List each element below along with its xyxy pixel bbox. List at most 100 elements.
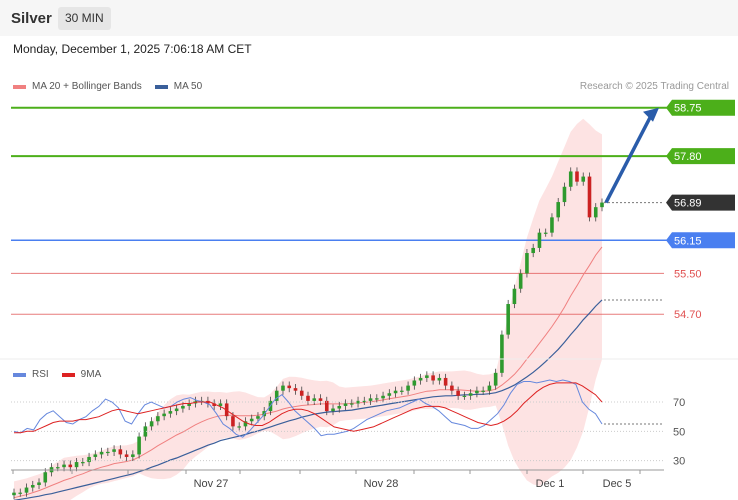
candle-body bbox=[118, 449, 123, 455]
legend-rsi-swatch bbox=[13, 372, 26, 377]
candle-body bbox=[274, 390, 279, 401]
candle-body bbox=[12, 492, 16, 496]
candle-body bbox=[393, 390, 398, 394]
candle-body bbox=[400, 390, 404, 392]
candle-body bbox=[412, 380, 417, 386]
candle-body bbox=[299, 390, 304, 396]
candle-body bbox=[156, 416, 160, 422]
candle-body bbox=[506, 304, 510, 335]
legend-9ma: 9MA bbox=[61, 369, 102, 380]
candle-body bbox=[593, 207, 598, 218]
candle-body bbox=[106, 451, 110, 454]
candle-body bbox=[174, 408, 179, 412]
candle-body bbox=[312, 398, 317, 401]
candle-body bbox=[37, 482, 41, 485]
level-label-56.89: 56.89 bbox=[674, 198, 702, 210]
candle-body bbox=[531, 247, 535, 254]
time-axis: Nov 27 Nov 28 Dec 1 Dec 5 bbox=[11, 469, 664, 490]
candle-body bbox=[543, 232, 548, 234]
candle-body bbox=[162, 413, 166, 417]
x-tick-dec-5: Dec 5 bbox=[603, 478, 632, 490]
ma50-line bbox=[13, 299, 603, 500]
candle-body bbox=[550, 217, 554, 233]
candle-body bbox=[43, 472, 48, 483]
level-tag-56.89 bbox=[666, 194, 735, 211]
candle-body bbox=[481, 390, 485, 392]
x-tick-nov-28: Nov 28 bbox=[364, 478, 399, 490]
legend-rsi-label: RSI bbox=[32, 369, 49, 380]
candle-body bbox=[281, 385, 285, 391]
bollinger-band bbox=[14, 118, 602, 500]
candle-body bbox=[287, 385, 292, 389]
legend-rsi: RSI bbox=[13, 369, 49, 380]
candle-body bbox=[587, 176, 592, 218]
candle-body bbox=[137, 436, 141, 455]
candle-body bbox=[331, 408, 335, 412]
level-label-58.75: 58.75 bbox=[674, 103, 702, 115]
candle-body bbox=[493, 372, 498, 386]
candle-body bbox=[243, 421, 248, 427]
forecast-arrow-shaft bbox=[604, 112, 654, 204]
candle-body bbox=[18, 492, 23, 494]
candle-body bbox=[362, 400, 367, 403]
candle-body bbox=[81, 462, 85, 464]
candle-body bbox=[231, 416, 235, 427]
candle-body bbox=[249, 418, 254, 422]
legend-ma20-label: MA 20 + Bollinger Bands bbox=[32, 81, 142, 92]
candle-body bbox=[431, 375, 435, 381]
candle-body bbox=[475, 390, 479, 394]
candle-body bbox=[99, 451, 104, 455]
candle-body bbox=[149, 421, 154, 427]
legend-ma50-swatch bbox=[154, 84, 168, 89]
candle-body bbox=[131, 454, 135, 457]
x-tick-nov-27: Nov 27 bbox=[194, 478, 229, 490]
candle-body bbox=[62, 464, 66, 468]
candle-body bbox=[237, 426, 241, 428]
candle-body bbox=[600, 202, 604, 208]
level-tag-58.75 bbox=[666, 99, 735, 116]
candle-body bbox=[425, 375, 429, 378]
interval-button[interactable]: 30 MIN bbox=[58, 7, 111, 30]
candle-body bbox=[349, 403, 354, 405]
candle-body bbox=[456, 390, 460, 396]
candle-body bbox=[256, 416, 260, 419]
level-tag-57.80 bbox=[666, 148, 735, 165]
candle-body bbox=[450, 385, 454, 391]
rsi-ma-line bbox=[14, 382, 603, 434]
candle-body bbox=[487, 385, 492, 391]
rsi-tick-30: 30 bbox=[673, 456, 685, 468]
price-legend: MA 20 + Bollinger Bands MA 50 bbox=[13, 81, 215, 92]
legend-ma50-label: MA 50 bbox=[173, 81, 203, 92]
legend-9ma-label: 9MA bbox=[80, 369, 102, 380]
candle-body bbox=[562, 186, 567, 203]
candle-body bbox=[306, 395, 310, 401]
rsi-legend: RSI 9MA bbox=[13, 369, 114, 380]
candle-body bbox=[87, 456, 91, 463]
candle-body bbox=[218, 403, 223, 406]
candle-body bbox=[443, 377, 448, 386]
candle-body bbox=[525, 253, 529, 274]
candle-body bbox=[124, 454, 129, 457]
price-panel: 58.75 57.80 56.89 56.15 55.50 54.70 bbox=[0, 99, 738, 500]
candle-body bbox=[181, 405, 185, 409]
research-credit: Research © 2025 Trading Central bbox=[579, 81, 729, 92]
candle-body bbox=[30, 485, 35, 488]
legend-ma20: MA 20 + Bollinger Bands bbox=[13, 81, 142, 92]
candle-body bbox=[24, 487, 29, 493]
candle-body bbox=[368, 398, 373, 401]
candle-body bbox=[575, 171, 579, 182]
level-tag-56.15 bbox=[666, 232, 735, 249]
candle-body bbox=[293, 388, 298, 391]
candle-body bbox=[143, 426, 148, 437]
candle-body bbox=[556, 202, 561, 218]
candle-body bbox=[500, 334, 504, 373]
legend-ma50: MA 50 bbox=[154, 81, 203, 92]
candle-body bbox=[462, 395, 467, 397]
rsi-panel: 70 50 30 bbox=[11, 379, 685, 468]
legend-ma20-swatch bbox=[13, 84, 26, 89]
instrument-title: Silver bbox=[11, 10, 52, 27]
forecast-arrow-head bbox=[643, 107, 659, 122]
candle-body bbox=[437, 377, 442, 381]
candle-body bbox=[375, 398, 379, 400]
